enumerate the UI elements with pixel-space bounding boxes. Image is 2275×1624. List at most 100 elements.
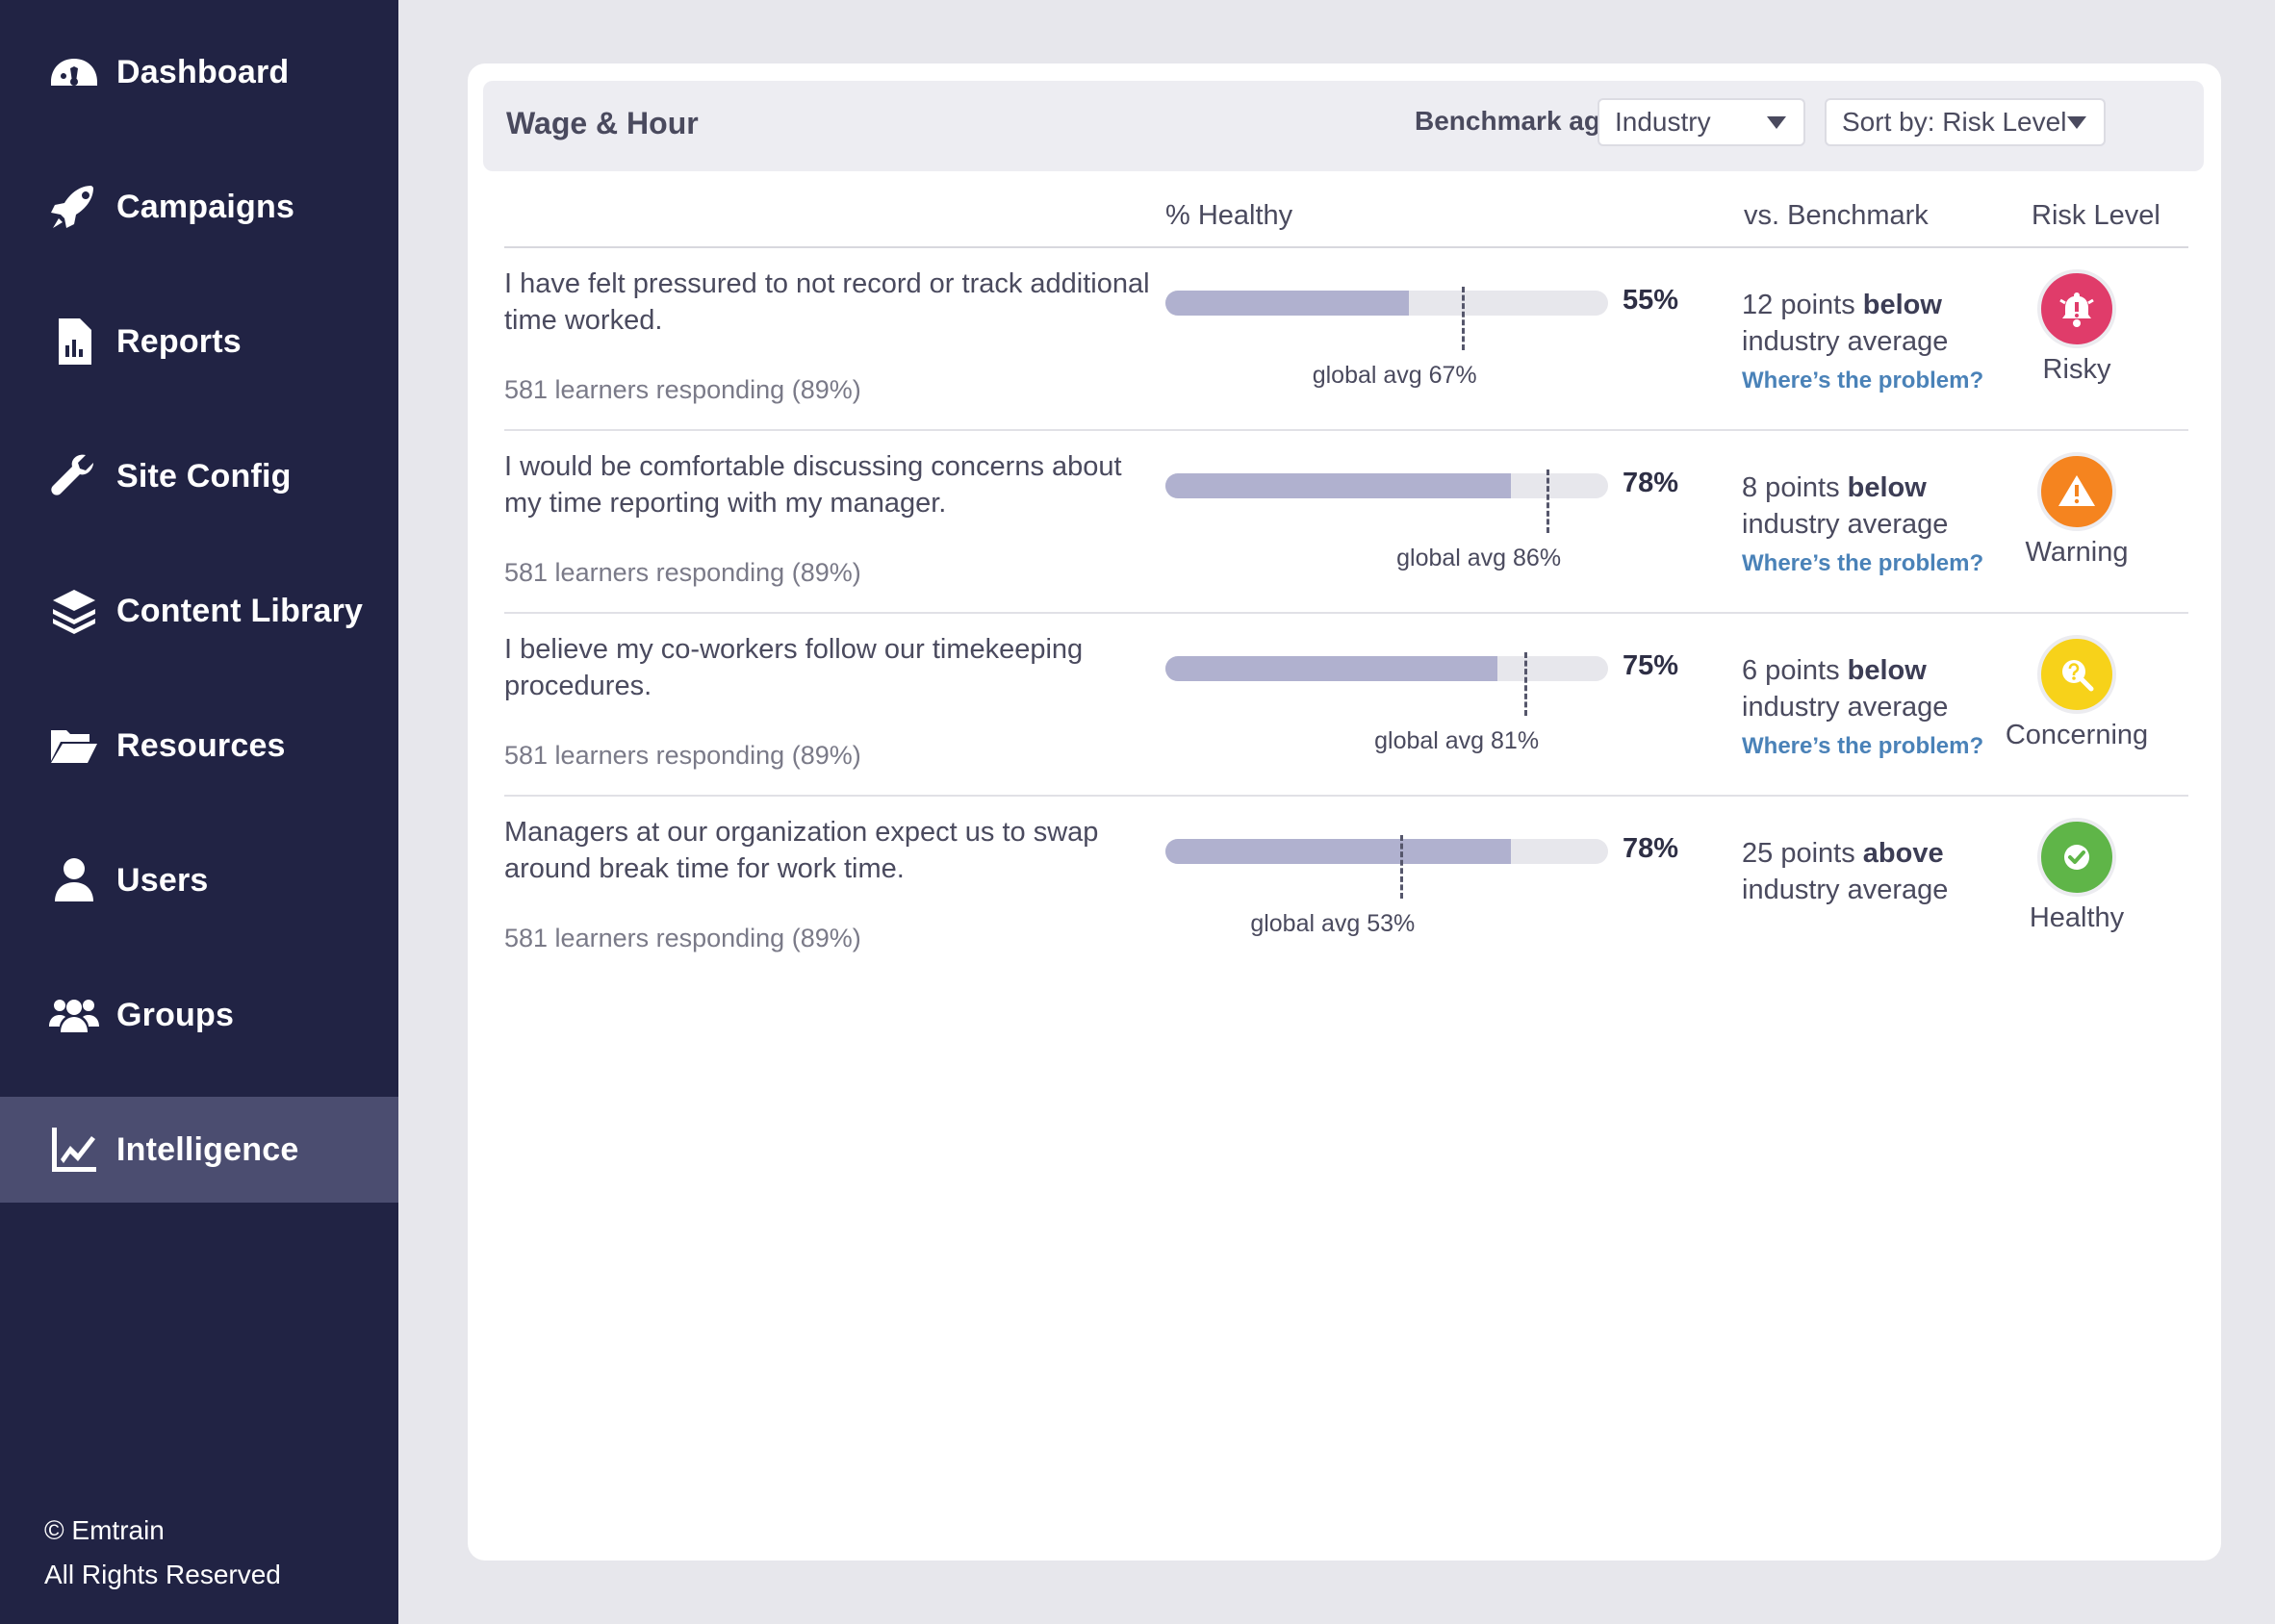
- global-avg-label: global avg 81%: [1374, 727, 1539, 755]
- wrench-icon: [46, 448, 102, 504]
- report-file-icon: [46, 314, 102, 369]
- copyright: © Emtrain All Rights Reserved: [44, 1509, 281, 1597]
- column-header-benchmark: vs. Benchmark: [1744, 200, 1929, 232]
- global-avg-marker: [1400, 835, 1403, 899]
- dashboard-gauge-icon: [46, 44, 102, 100]
- warning-triangle-icon: [2055, 469, 2099, 514]
- global-avg-label: global avg 53%: [1250, 910, 1415, 938]
- global-avg-marker: [1462, 287, 1465, 350]
- risk-level-label: Risky: [2043, 354, 2111, 386]
- risk-level-label: Healthy: [2030, 902, 2124, 934]
- risk-level-label: Concerning: [2006, 720, 2148, 751]
- question-row: I would be comfortable discussing concer…: [504, 431, 2188, 614]
- copyright-line: © Emtrain: [44, 1509, 281, 1553]
- column-header-healthy: % Healthy: [1165, 200, 1292, 232]
- rocket-icon: [46, 179, 102, 235]
- sidebar-item-groups[interactable]: Groups: [0, 962, 398, 1068]
- sidebar-item-label: Dashboard: [116, 54, 289, 91]
- risk-level-label: Warning: [2026, 537, 2129, 569]
- healthy-percent: 75%: [1623, 650, 1678, 682]
- card-header: Wage & Hour Benchmark against: Industry …: [483, 81, 2204, 171]
- risk-badge: [2037, 269, 2116, 348]
- benchmark-direction: above: [1863, 838, 1944, 869]
- benchmark-direction: below: [1863, 290, 1942, 320]
- column-header-risk: Risk Level: [2032, 200, 2160, 232]
- benchmark-points: 25 points: [1742, 838, 1863, 869]
- sidebar-item-label: Site Config: [116, 458, 292, 495]
- sidebar-item-site-config[interactable]: Site Config: [0, 423, 398, 529]
- caret-down-icon: [2067, 116, 2086, 129]
- benchmark-direction: below: [1848, 655, 1927, 686]
- benchmark-direction: below: [1848, 472, 1927, 503]
- folder-open-icon: [46, 718, 102, 774]
- sidebar-item-resources[interactable]: Resources: [0, 693, 398, 799]
- benchmark-points: 12 points: [1742, 290, 1863, 320]
- sidebar-item-label: Intelligence: [116, 1131, 298, 1169]
- sidebar-item-label: Groups: [116, 997, 234, 1034]
- benchmark-comparison: 8 points below industry average: [1742, 469, 1948, 543]
- users-group-icon: [46, 987, 102, 1043]
- question-text: I have felt pressured to not record or t…: [504, 266, 1159, 339]
- global-avg-label: global avg 86%: [1396, 545, 1561, 572]
- sidebar-item-label: Content Library: [116, 593, 363, 630]
- benchmark-comparison: 12 points below industry average: [1742, 287, 1948, 360]
- question-row: I have felt pressured to not record or t…: [504, 248, 2188, 431]
- sidebar-item-label: Users: [116, 862, 209, 900]
- benchmark-suffix: industry average: [1742, 509, 1948, 540]
- healthy-bar: [1165, 473, 1608, 498]
- benchmark-comparison: 6 points below industry average: [1742, 652, 1948, 725]
- healthy-bar-fill: [1165, 473, 1511, 498]
- benchmark-suffix: industry average: [1742, 326, 1948, 357]
- bell-alert-icon: [2055, 287, 2099, 331]
- global-avg-marker: [1546, 469, 1549, 533]
- layers-icon: [46, 583, 102, 639]
- sidebar-item-dashboard[interactable]: Dashboard: [0, 19, 398, 125]
- results-card: Wage & Hour Benchmark against: Industry …: [468, 63, 2221, 1561]
- sidebar-item-label: Campaigns: [116, 189, 294, 226]
- sidebar-item-content-library[interactable]: Content Library: [0, 558, 398, 664]
- benchmark-comparison: 25 points above industry average: [1742, 835, 1948, 908]
- healthy-percent: 78%: [1623, 468, 1678, 499]
- user-icon: [46, 852, 102, 908]
- sidebar-item-label: Resources: [116, 727, 286, 765]
- question-text: Managers at our organization expect us t…: [504, 814, 1159, 887]
- healthy-bar: [1165, 839, 1608, 864]
- benchmark-suffix: industry average: [1742, 692, 1948, 723]
- page-title: Wage & Hour: [506, 106, 699, 141]
- healthy-bar: [1165, 291, 1608, 316]
- global-avg-label: global avg 67%: [1313, 362, 1477, 390]
- caret-down-icon: [1767, 116, 1786, 129]
- responders-count: 581 learners responding (89%): [504, 741, 861, 771]
- sidebar-item-users[interactable]: Users: [0, 827, 398, 933]
- question-text: I believe my co-workers follow our timek…: [504, 631, 1159, 704]
- wheres-the-problem-link[interactable]: Where’s the problem?: [1742, 368, 1983, 394]
- healthy-percent: 78%: [1623, 833, 1678, 865]
- question-row: I believe my co-workers follow our timek…: [504, 614, 2188, 797]
- question-text: I would be comfortable discussing concer…: [504, 448, 1159, 521]
- global-avg-marker: [1524, 652, 1527, 716]
- wheres-the-problem-link[interactable]: Where’s the problem?: [1742, 733, 1983, 760]
- benchmark-points: 8 points: [1742, 472, 1848, 503]
- responders-count: 581 learners responding (89%): [504, 924, 861, 953]
- sidebar-item-intelligence[interactable]: Intelligence: [0, 1097, 398, 1203]
- sort-dropdown[interactable]: Sort by: Risk Level: [1825, 98, 2106, 146]
- healthy-bar-fill: [1165, 656, 1497, 681]
- sidebar-item-campaigns[interactable]: Campaigns: [0, 154, 398, 260]
- wheres-the-problem-link[interactable]: Where’s the problem?: [1742, 550, 1983, 577]
- healthy-bar-fill: [1165, 291, 1409, 316]
- sidebar: Dashboard Campaigns Reports Site Config …: [0, 0, 398, 1624]
- risk-badge: [2037, 635, 2116, 714]
- benchmark-dropdown[interactable]: Industry: [1598, 98, 1805, 146]
- copyright-line: All Rights Reserved: [44, 1553, 281, 1597]
- responders-count: 581 learners responding (89%): [504, 375, 861, 405]
- healthy-percent: 55%: [1623, 285, 1678, 317]
- risk-badge: [2037, 818, 2116, 897]
- healthy-bar: [1165, 656, 1608, 681]
- benchmark-points: 6 points: [1742, 655, 1848, 686]
- question-row: Managers at our organization expect us t…: [504, 797, 2188, 979]
- sidebar-item-reports[interactable]: Reports: [0, 289, 398, 394]
- check-circle-icon: [2055, 835, 2099, 879]
- risk-badge: [2037, 452, 2116, 531]
- search-question-icon: [2055, 652, 2099, 697]
- benchmark-suffix: industry average: [1742, 875, 1948, 905]
